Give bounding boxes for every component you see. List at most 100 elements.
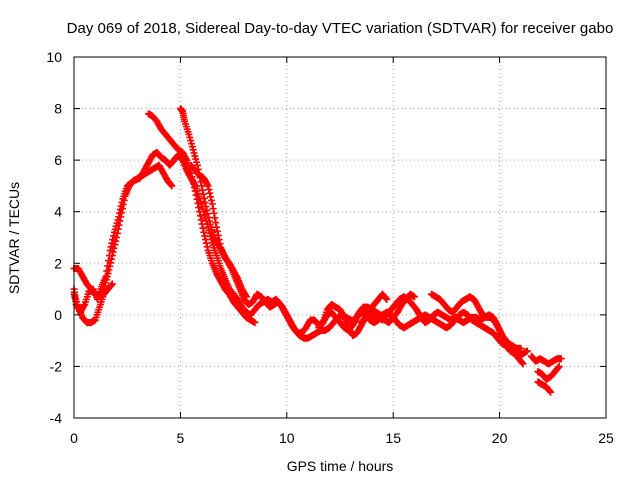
data-point	[209, 205, 217, 213]
data-point	[105, 266, 113, 274]
x-tick-label: 15	[385, 430, 401, 446]
data-point	[119, 205, 127, 213]
y-tick-label: 6	[54, 152, 62, 168]
plot-frame	[73, 56, 607, 419]
data-point	[192, 191, 200, 199]
data-point	[204, 210, 212, 218]
data-point	[196, 212, 204, 220]
data-point	[106, 262, 114, 270]
data-point	[251, 319, 259, 327]
data-point	[213, 223, 221, 231]
data-point	[203, 243, 211, 251]
x-tick-labels: 0 5 10 15 20 25	[70, 430, 614, 446]
data-point	[216, 240, 224, 248]
y-tick-labels: -4 -2 0 2 4 6 8 10	[46, 49, 62, 426]
data-point	[112, 237, 120, 245]
data-point	[119, 200, 127, 208]
data-point	[190, 183, 198, 191]
data-point	[547, 388, 555, 396]
data-point	[194, 199, 202, 207]
data-point	[208, 200, 216, 208]
data-point	[518, 359, 526, 367]
data-point	[187, 169, 195, 177]
series-track-3	[70, 280, 116, 327]
data-point	[213, 227, 221, 235]
data-point	[115, 221, 123, 229]
data-point	[199, 190, 207, 198]
series-track-12	[534, 378, 555, 396]
data-point	[214, 231, 222, 239]
data-point	[193, 195, 201, 203]
data-point	[110, 244, 118, 252]
y-tick-label: 0	[54, 307, 62, 323]
data-point	[523, 347, 531, 355]
axis-ticks	[73, 56, 607, 419]
data-point	[118, 209, 126, 217]
data-point	[193, 161, 201, 169]
series-track-9	[428, 290, 525, 352]
data-point	[382, 294, 390, 302]
data-point	[242, 293, 250, 301]
data-series	[70, 105, 565, 396]
series-track-11	[534, 362, 563, 383]
data-point	[212, 219, 220, 227]
y-tick-label: 4	[54, 204, 62, 220]
y-tick-label: 2	[54, 255, 62, 271]
data-point	[107, 255, 115, 263]
data-point	[205, 186, 213, 194]
data-point	[555, 362, 563, 370]
data-point	[201, 198, 209, 206]
data-point	[557, 355, 565, 363]
data-point	[201, 232, 209, 240]
data-point	[108, 280, 116, 288]
data-point	[120, 196, 128, 204]
data-point	[202, 239, 210, 247]
data-point	[113, 234, 121, 241]
data-point	[104, 270, 112, 278]
x-tick-label: 10	[279, 430, 295, 446]
data-point	[190, 180, 198, 188]
data-point	[554, 363, 562, 371]
data-point	[200, 228, 208, 236]
data-point	[205, 217, 213, 225]
data-point	[410, 293, 418, 301]
data-point	[204, 213, 212, 221]
data-point	[196, 208, 204, 216]
y-tick-label: 10	[46, 49, 62, 65]
x-tick-label: 20	[492, 430, 508, 446]
y-tick-label: -2	[50, 358, 63, 374]
x-tick-label: 25	[598, 430, 614, 446]
data-point	[202, 203, 210, 211]
data-point	[113, 229, 121, 237]
data-point	[195, 204, 203, 212]
data-point	[107, 259, 115, 267]
series-track-6	[187, 161, 250, 301]
data-point	[383, 295, 391, 303]
data-point	[546, 387, 554, 395]
data-point	[200, 194, 208, 202]
data-point	[198, 220, 206, 228]
data-point	[215, 236, 223, 244]
series-track-4	[144, 110, 259, 327]
y-tick-label: 8	[54, 101, 62, 117]
chart-title: Day 069 of 2018, Sidereal Day-to-day VTE…	[67, 20, 614, 37]
data-point	[199, 186, 207, 194]
data-point	[206, 189, 214, 197]
data-point	[207, 196, 215, 204]
data-point	[210, 209, 218, 217]
data-point	[197, 216, 205, 224]
data-point	[168, 182, 176, 190]
series-track-2	[70, 161, 176, 301]
data-point	[108, 252, 116, 260]
data-point	[107, 281, 115, 289]
data-point	[116, 217, 124, 225]
data-point	[204, 182, 212, 190]
series-track-8	[357, 293, 531, 360]
data-point	[111, 241, 119, 249]
data-point	[167, 181, 175, 189]
data-point	[202, 236, 210, 244]
data-point	[189, 176, 197, 184]
y-axis-label: SDTVAR / TECUs	[6, 182, 22, 294]
x-tick-label: 0	[70, 430, 78, 446]
data-point	[117, 213, 125, 221]
